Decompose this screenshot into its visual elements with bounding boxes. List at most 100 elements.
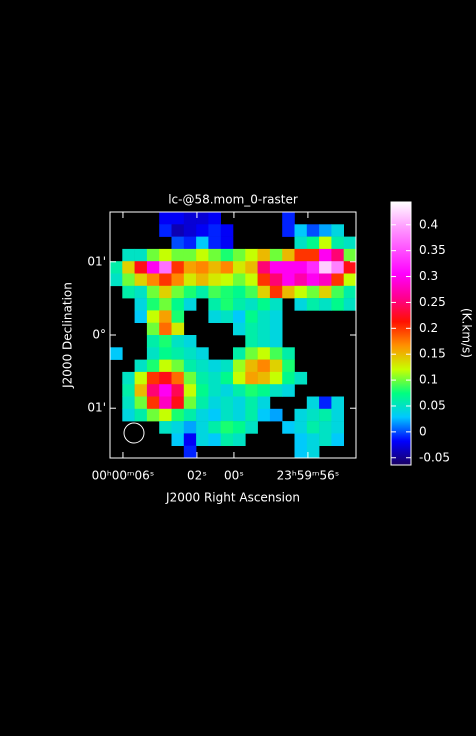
cell xyxy=(159,322,172,336)
cell xyxy=(159,359,172,373)
cell xyxy=(306,248,320,262)
cell xyxy=(343,248,357,262)
cell xyxy=(257,310,271,323)
cell xyxy=(208,384,221,397)
cell xyxy=(134,273,148,287)
cell xyxy=(171,298,185,311)
cell xyxy=(269,298,283,311)
cell xyxy=(208,236,221,250)
cell xyxy=(294,273,308,287)
cell xyxy=(183,298,197,311)
cell xyxy=(257,408,271,422)
cell xyxy=(306,421,320,434)
cell xyxy=(294,261,308,274)
cell xyxy=(159,335,172,348)
cell xyxy=(306,273,320,287)
cell xyxy=(220,408,234,422)
cell xyxy=(269,347,283,360)
cell xyxy=(146,347,160,360)
cell xyxy=(146,310,160,323)
cell xyxy=(196,371,209,385)
cell xyxy=(294,445,308,459)
cell xyxy=(183,224,197,237)
cell xyxy=(257,285,271,299)
cell xyxy=(269,261,283,274)
cell xyxy=(146,298,160,311)
cell xyxy=(282,261,295,274)
cell xyxy=(306,433,320,446)
cell xyxy=(282,421,295,434)
cell xyxy=(159,248,172,262)
cell xyxy=(183,445,197,459)
cell xyxy=(233,310,246,323)
cell xyxy=(245,310,258,323)
cell xyxy=(306,236,320,250)
cell xyxy=(171,384,185,397)
cell xyxy=(269,322,283,336)
cell xyxy=(343,261,357,274)
cell xyxy=(134,408,148,422)
cell xyxy=(159,273,172,287)
cell xyxy=(331,261,344,274)
cell xyxy=(269,310,283,323)
cell xyxy=(220,248,234,262)
cell xyxy=(159,298,172,311)
cell xyxy=(220,285,234,299)
cell xyxy=(269,273,283,287)
cell xyxy=(196,212,209,225)
cell xyxy=(233,396,246,410)
colorbar-tick-label: 0 xyxy=(419,424,427,438)
cell xyxy=(183,396,197,410)
cell xyxy=(306,445,320,459)
cell xyxy=(183,384,197,397)
colorbar-frame xyxy=(390,201,412,466)
cell xyxy=(196,273,209,287)
cell xyxy=(233,359,246,373)
cell xyxy=(282,248,295,262)
cell xyxy=(146,248,160,262)
x-tick-label: 00ˢ xyxy=(224,469,244,483)
raster xyxy=(110,212,357,459)
cell xyxy=(245,273,258,287)
cell xyxy=(269,371,283,385)
cell xyxy=(282,285,295,299)
cell xyxy=(220,261,234,274)
cell xyxy=(245,408,258,422)
cell xyxy=(269,359,283,373)
cell xyxy=(233,421,246,434)
cell xyxy=(257,347,271,360)
cell xyxy=(208,248,221,262)
cell xyxy=(331,273,344,287)
cell xyxy=(171,433,185,446)
cell xyxy=(183,359,197,373)
cell xyxy=(319,261,332,274)
cell xyxy=(146,408,160,422)
cell xyxy=(269,408,283,422)
cell xyxy=(183,273,197,287)
cell xyxy=(183,212,197,225)
cell xyxy=(319,273,332,287)
cell xyxy=(306,224,320,237)
cell xyxy=(196,224,209,237)
cell xyxy=(319,248,332,262)
cell xyxy=(208,285,221,299)
colorbar-tick-label: 0.2 xyxy=(419,321,438,335)
cell xyxy=(122,248,135,262)
cell xyxy=(282,224,295,237)
cell xyxy=(159,347,172,360)
colorbar-tick-label: 0.1 xyxy=(419,373,438,387)
cell xyxy=(257,322,271,336)
cell xyxy=(146,273,160,287)
cell xyxy=(171,408,185,422)
cell xyxy=(319,433,332,446)
cell xyxy=(257,261,271,274)
cell xyxy=(134,310,148,323)
cell xyxy=(183,371,197,385)
cell xyxy=(183,347,197,360)
cell xyxy=(183,285,197,299)
cell xyxy=(208,224,221,237)
cell xyxy=(306,408,320,422)
cell xyxy=(257,396,271,410)
cell xyxy=(122,273,135,287)
